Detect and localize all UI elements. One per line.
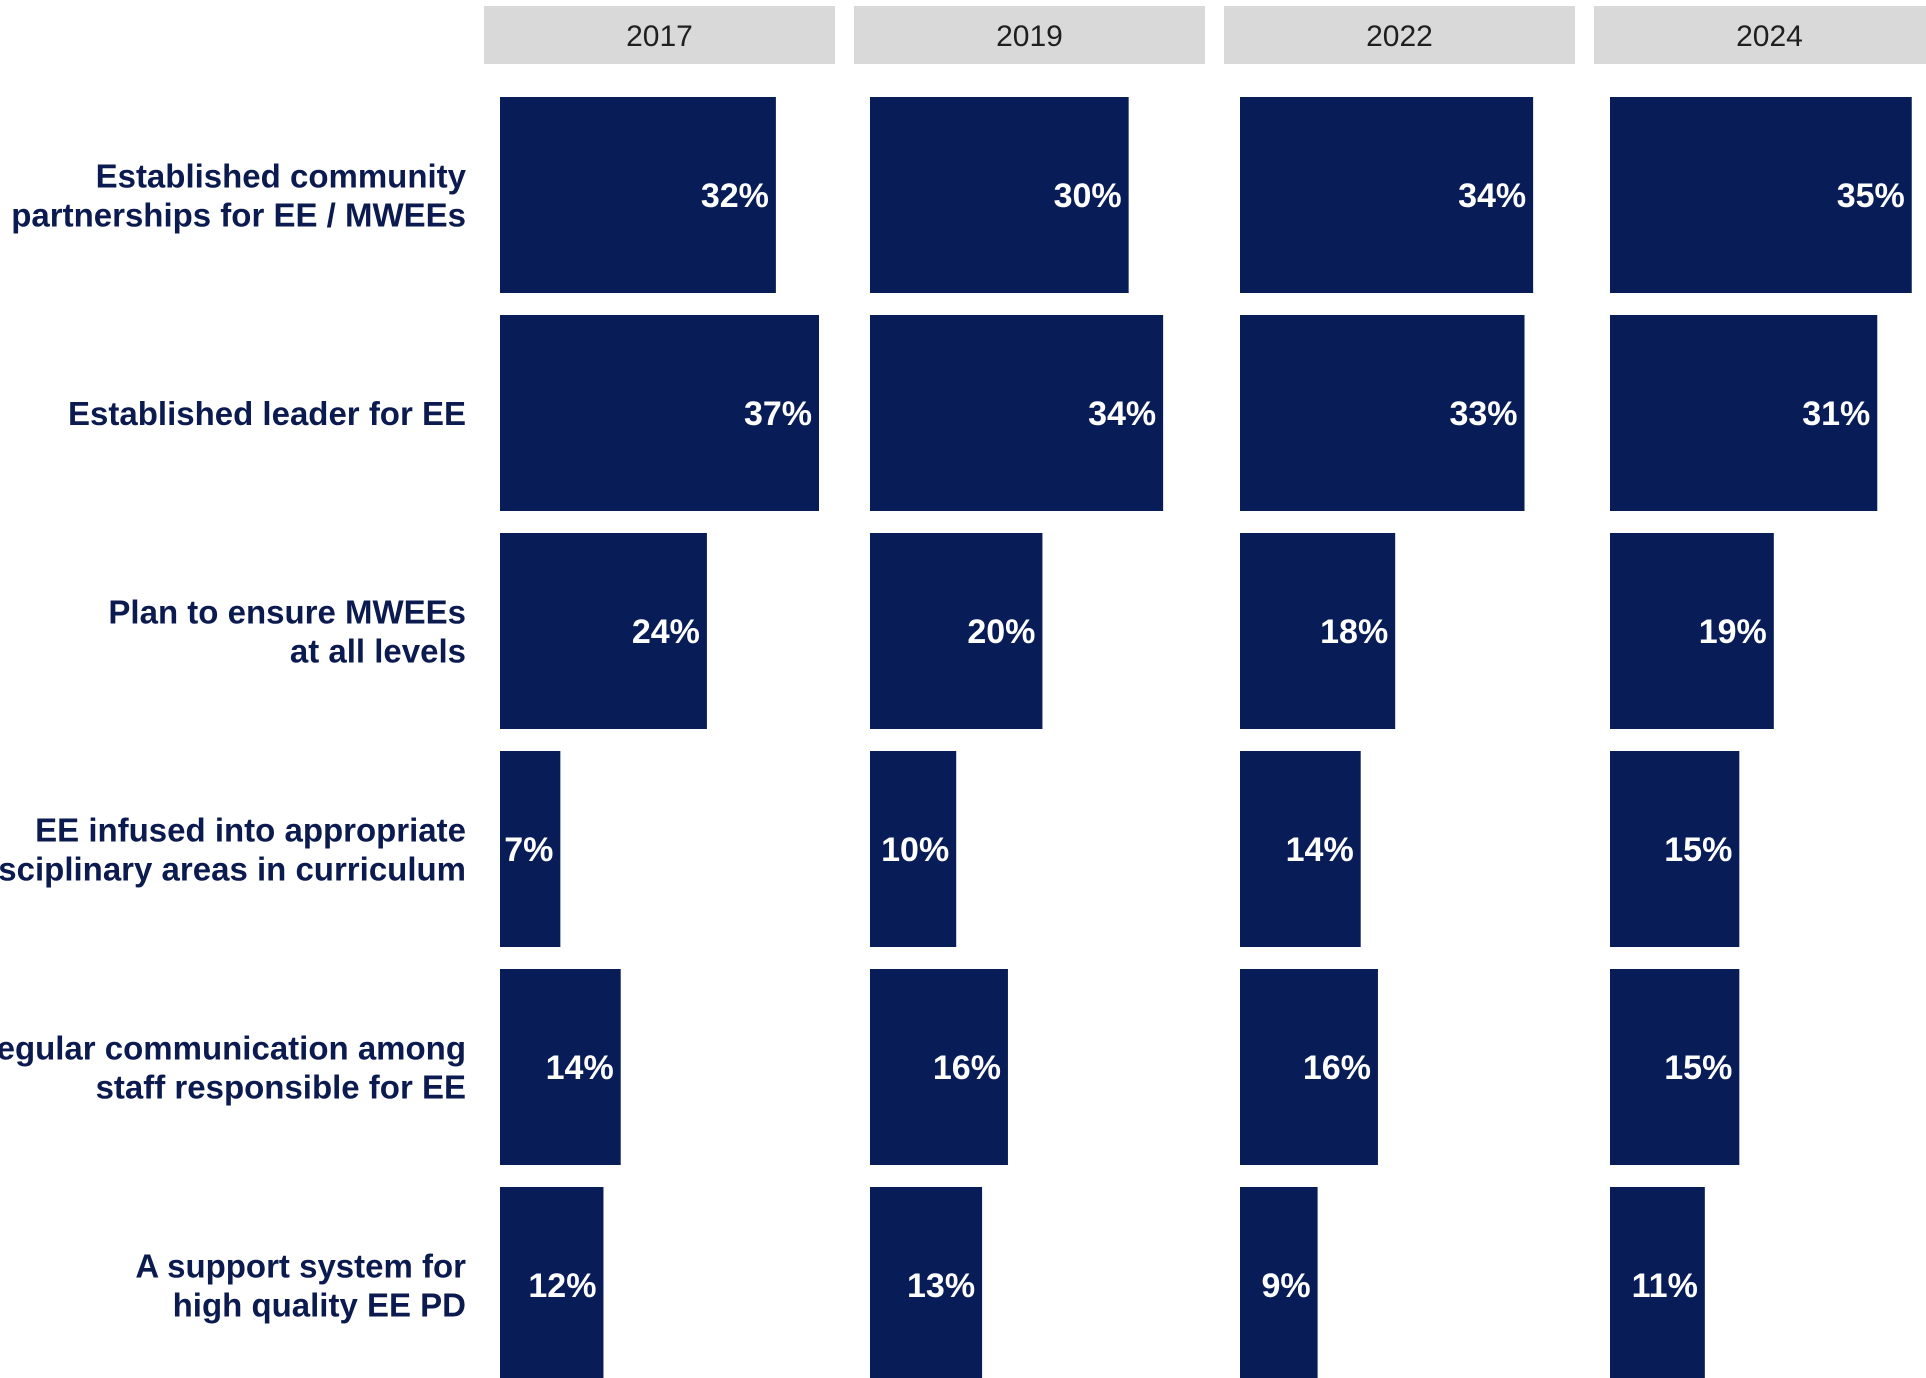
panel-header-2022: 2022 [1224, 6, 1575, 64]
row-label: EE infused into appropriate disciplinary … [0, 812, 466, 888]
bar-value-label: 14% [546, 1049, 614, 1087]
bar-value-label: 7% [504, 831, 553, 869]
bar-value-label: 16% [1303, 1049, 1371, 1087]
bar-value-label: 12% [528, 1267, 596, 1305]
bar-value-label: 10% [881, 831, 949, 869]
panel-header-2024: 2024 [1594, 6, 1926, 64]
bar-2024-0 [1610, 97, 1912, 293]
row-label: Plan to ensure MWEEs at all levels [108, 594, 466, 670]
bar-value-label: 15% [1664, 1049, 1732, 1087]
bar-2022-5 [1240, 1187, 1318, 1378]
bar-2017-0 [500, 97, 776, 293]
bar-value-label: 34% [1088, 395, 1156, 433]
row-label-line: partnerships for EE / MWEEs [11, 197, 466, 234]
bar-2024-5 [1610, 1187, 1705, 1378]
row-label: Established leader for EE [68, 395, 466, 432]
row-label-line: Regular communication among [0, 1030, 466, 1067]
bar-value-label: 31% [1802, 395, 1870, 433]
bar-value-label: 15% [1664, 831, 1732, 869]
row-label-line: staff responsible for EE [96, 1069, 466, 1106]
bar-2019-0 [870, 97, 1129, 293]
panel-header-bg [484, 6, 835, 64]
bar-2017-4 [500, 969, 621, 1165]
bar-2022-3 [1240, 751, 1361, 947]
bar-2019-4 [870, 969, 1008, 1165]
bar-value-label: 14% [1286, 831, 1354, 869]
bar-2017-1 [500, 315, 819, 511]
panel-header-label: 2017 [626, 20, 693, 53]
row-label-line: Established community [96, 158, 467, 195]
bar-value-label: 13% [907, 1267, 975, 1305]
bar-value-label: 34% [1458, 177, 1526, 215]
bar-2024-2 [1610, 533, 1774, 729]
row-label: Regular communication among staff respons… [0, 1030, 466, 1106]
panel-header-bg [1594, 6, 1926, 64]
panel-header-bg [1224, 6, 1575, 64]
bar-2024-1 [1610, 315, 1878, 511]
bar-value-label: 30% [1054, 177, 1122, 215]
bar-value-label: 9% [1261, 1267, 1310, 1305]
bar-2017-5 [500, 1187, 604, 1378]
bar-value-label: 11% [1632, 1267, 1698, 1305]
bar-value-label: 24% [632, 613, 700, 651]
panel-header-2019: 2019 [854, 6, 1205, 64]
row-label-line: Established leader for EE [68, 395, 466, 432]
bar-value-label: 37% [744, 395, 812, 433]
row-label-line: EE infused into appropriate [35, 812, 466, 849]
row-label-line: at all levels [290, 633, 466, 670]
bar-2024-3 [1610, 751, 1740, 947]
bar-value-label: 33% [1449, 395, 1517, 433]
panel-header-label: 2019 [996, 20, 1063, 53]
panel-header-2017: 2017 [484, 6, 835, 64]
bar-2022-0 [1240, 97, 1534, 293]
panel-header-label: 2024 [1736, 20, 1803, 53]
bar-2017-2 [500, 533, 707, 729]
bar-value-label: 32% [701, 177, 769, 215]
panel-header-bg [854, 6, 1205, 64]
row-label: Established community partnerships for EE… [11, 158, 466, 234]
bar-2019-5 [870, 1187, 983, 1378]
row-label: A support system for high quality EE PD [135, 1248, 466, 1324]
row-label-line: high quality EE PD [173, 1287, 466, 1324]
row-label-line: A support system for [135, 1248, 466, 1285]
bar-2017-3 [500, 751, 561, 947]
bar-value-label: 16% [933, 1049, 1001, 1087]
bar-2019-3 [870, 751, 957, 947]
bar-2022-4 [1240, 969, 1378, 1165]
bar-2019-1 [870, 315, 1164, 511]
row-label-line: Plan to ensure MWEEs [108, 594, 466, 631]
bar-2024-4 [1610, 969, 1740, 1165]
bar-2019-2 [870, 533, 1043, 729]
bar-value-label: 20% [967, 613, 1035, 651]
panel-header-label: 2022 [1366, 20, 1433, 53]
bar-value-label: 35% [1837, 177, 1905, 215]
bar-2022-1 [1240, 315, 1525, 511]
bar-2022-2 [1240, 533, 1396, 729]
row-label-line: disciplinary areas in curriculum [0, 851, 466, 888]
bar-value-label: 18% [1320, 613, 1388, 651]
bar-value-label: 19% [1699, 613, 1767, 651]
